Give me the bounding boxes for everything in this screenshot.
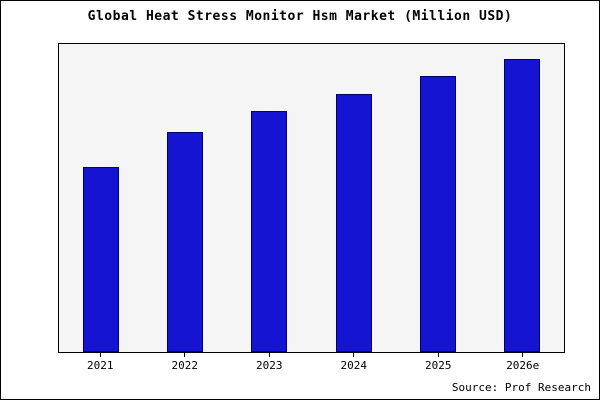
x-label-slot-2024: 2024 [324,353,384,375]
bar-2024 [335,93,372,352]
bar-2023 [251,111,288,352]
x-tick-label-2026e: 2026e [506,359,540,372]
bar-slot-2024 [335,44,372,352]
bar-slot-2026e [503,44,540,352]
x-tick-mark [522,353,524,357]
bar-2022 [167,132,204,352]
x-tick-mark [268,353,270,357]
x-label-slot-2023: 2023 [239,353,299,375]
bar-slot-2023 [251,44,288,352]
x-tick-label-2022: 2022 [171,359,199,372]
bars-group [59,44,564,352]
x-tick-label-2025: 2025 [425,359,452,372]
bar-2025 [419,76,456,352]
bar-slot-2025 [419,44,456,352]
x-label-slot-2025: 2025 [408,353,468,375]
bar-2021 [83,167,120,352]
bar-2026e [503,58,540,352]
source-text: Source: Prof Research [451,381,591,394]
x-tick-label-2023: 2023 [256,359,283,372]
x-label-slot-2026e: 2026e [493,353,553,375]
x-tick-mark [437,353,439,357]
x-label-slot-2022: 2022 [155,353,215,375]
x-tick-mark [353,353,355,357]
plot-area [58,43,565,353]
x-axis-labels: 2021 2022 2023 2024 2025 2026e [58,353,565,375]
bar-slot-2022 [167,44,204,352]
bar-slot-2021 [83,44,120,352]
x-tick-label-2021: 2021 [87,359,114,372]
x-label-slot-2021: 2021 [70,353,130,375]
chart-title: Global Heat Stress Monitor Hsm Market (M… [87,9,513,24]
x-tick-mark [184,353,186,357]
x-tick-mark [99,353,101,357]
x-tick-label-2024: 2024 [340,359,368,372]
